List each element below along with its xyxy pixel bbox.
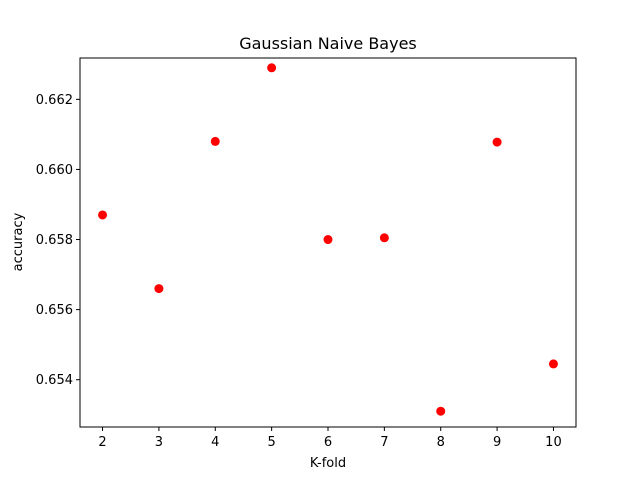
x-tick-label: 4 (211, 435, 219, 450)
data-point (323, 235, 333, 245)
y-axis-ticks: 0.654 0.656 0.658 0.660 0.662 (36, 93, 80, 388)
data-point (548, 359, 558, 369)
data-point (267, 63, 277, 73)
data-point (98, 210, 108, 220)
data-point (210, 136, 220, 146)
data-point (492, 137, 502, 147)
y-tick-label: 0.656 (36, 303, 73, 318)
data-points (98, 63, 558, 416)
y-tick-label: 0.662 (36, 93, 73, 108)
x-tick-label: 6 (324, 435, 332, 450)
data-point (154, 284, 164, 294)
y-axis-label: accuracy (11, 212, 26, 271)
y-tick-label: 0.658 (36, 233, 73, 248)
data-point (436, 406, 446, 416)
data-point (379, 233, 389, 243)
y-tick-label: 0.654 (36, 373, 73, 388)
x-tick-label: 10 (545, 435, 562, 450)
x-tick-label: 2 (98, 435, 106, 450)
chart-title: Gaussian Naive Bayes (239, 34, 417, 53)
x-tick-label: 3 (155, 435, 163, 450)
x-tick-label: 5 (267, 435, 275, 450)
plot-frame (79, 57, 577, 428)
x-tick-label: 7 (380, 435, 388, 450)
x-axis-label: K-fold (310, 456, 346, 471)
x-tick-label: 9 (493, 435, 501, 450)
y-tick-label: 0.660 (36, 163, 73, 178)
x-tick-label: 8 (437, 435, 445, 450)
x-axis-ticks: 2 3 4 5 6 7 8 9 10 (98, 427, 562, 450)
